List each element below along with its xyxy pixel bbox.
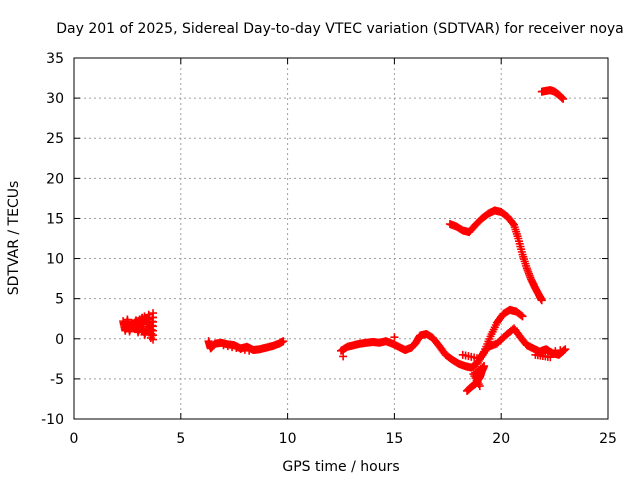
y-tick-label: -10 [41, 412, 64, 428]
data-point [147, 331, 156, 340]
data-point [219, 341, 228, 350]
y-tick-label: 20 [46, 171, 64, 187]
data-point [559, 94, 568, 103]
data-point [232, 344, 241, 353]
x-tick-label: 25 [599, 431, 617, 447]
series-arc-morning [204, 337, 288, 355]
data-point [149, 335, 158, 344]
x-tick-label: 15 [385, 431, 403, 447]
y-tick-label: 25 [46, 131, 64, 147]
data-point [279, 337, 288, 346]
grid-lines [74, 58, 608, 419]
x-tick-label: 10 [279, 431, 297, 447]
data-point [518, 312, 527, 321]
series-arc-evening-rise [445, 206, 546, 305]
data-point [125, 321, 134, 330]
series-arc-dip [463, 362, 489, 395]
data-point [475, 382, 484, 391]
data-point [561, 345, 570, 354]
y-tick-label: 30 [46, 91, 64, 107]
data-point [240, 345, 249, 354]
data-point [546, 353, 555, 362]
data-point [223, 342, 232, 351]
series-arc-high [537, 86, 568, 103]
data-point [339, 352, 348, 361]
y-tick-label: 10 [46, 252, 64, 268]
data-point [236, 344, 245, 353]
chart-title: Day 201 of 2025, Sidereal Day-to-day VTE… [56, 21, 624, 37]
data-point [143, 320, 152, 329]
data-points [119, 86, 570, 395]
x-tick-labels: 0 5 10 15 20 25 [70, 431, 617, 447]
x-tick-label: 20 [492, 431, 510, 447]
data-point [508, 219, 517, 228]
x-tick-label: 5 [176, 431, 185, 447]
data-point [551, 347, 560, 356]
data-point [146, 327, 155, 336]
data-point [228, 343, 237, 352]
y-tick-label: 35 [46, 51, 64, 67]
plot-frame [73, 57, 609, 420]
series-arc-midday [337, 305, 570, 372]
data-point [245, 346, 254, 355]
y-tick-label: 15 [46, 211, 64, 227]
y-axis-label: SDTVAR / TECUs [6, 181, 22, 296]
x-axis-label: GPS time / hours [282, 459, 399, 475]
data-point [144, 323, 153, 332]
data-point [517, 311, 526, 320]
y-tick-labels: -10 -5 0 5 10 15 20 25 30 35 [41, 51, 64, 428]
axis-ticks [73, 57, 609, 420]
y-tick-label: -5 [50, 372, 64, 388]
data-point [537, 296, 546, 305]
data-point [390, 333, 399, 342]
y-tick-label: 0 [55, 332, 64, 348]
x-tick-label: 0 [70, 431, 79, 447]
series-arc-early-fan [119, 309, 158, 344]
data-point [556, 346, 565, 355]
y-tick-label: 5 [55, 292, 64, 308]
